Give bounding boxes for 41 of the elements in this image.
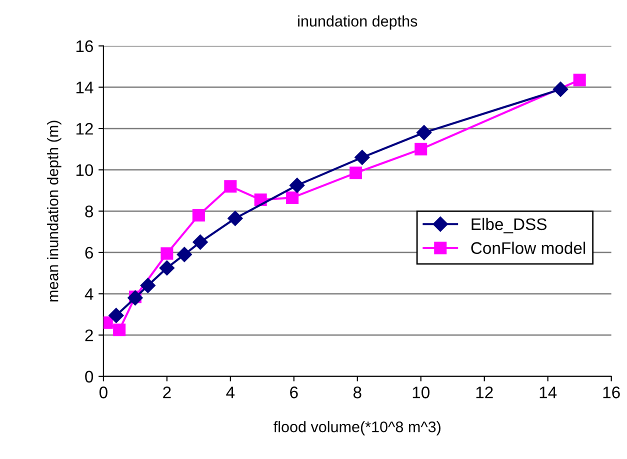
- point: [414, 142, 428, 156]
- point: [350, 166, 362, 180]
- x-tick-label: 2: [163, 386, 171, 398]
- y-tick-label: 12: [76, 122, 93, 135]
- point: [192, 209, 205, 222]
- point: [286, 191, 299, 204]
- x-tick-label: 14: [540, 386, 557, 398]
- point: [159, 260, 175, 276]
- x-tick-label: 0: [99, 386, 108, 398]
- y-tick-label: 10: [76, 164, 94, 176]
- y-tick-label: 0: [85, 370, 94, 383]
- point: [176, 246, 192, 262]
- legend-label: Elbe_DSS: [472, 218, 547, 234]
- x-tick-label: 10: [412, 386, 430, 398]
- point: [140, 278, 156, 294]
- legend-label: ConFlow model: [471, 242, 586, 254]
- chart-title: inundation depths: [298, 15, 418, 30]
- point: [552, 82, 568, 97]
- x-tick-label: 4: [226, 386, 235, 398]
- x-tick-label: 16: [603, 386, 620, 398]
- y-axis-title: mean inundation depth (m): [47, 120, 62, 302]
- y-tick-label: 2: [85, 329, 93, 342]
- point: [354, 150, 370, 166]
- point: [113, 324, 126, 336]
- point: [108, 308, 124, 324]
- point: [228, 210, 243, 226]
- x-tick-label: 12: [476, 386, 493, 398]
- point: [192, 234, 208, 250]
- y-tick-label: 14: [76, 82, 94, 94]
- point: [290, 178, 305, 193]
- point: [416, 125, 432, 140]
- y-tick-label: 8: [85, 206, 94, 218]
- y-tick-label: 16: [76, 40, 93, 52]
- y-tick-label: 6: [85, 246, 93, 259]
- point: [573, 74, 586, 86]
- x-axis-title: flood volume(*10^8 m^3): [274, 421, 440, 436]
- point: [224, 180, 237, 193]
- point: [160, 247, 174, 260]
- x-tick-label: 8: [353, 386, 362, 398]
- x-tick-label: 6: [290, 386, 298, 398]
- y-tick-label: 4: [84, 288, 94, 300]
